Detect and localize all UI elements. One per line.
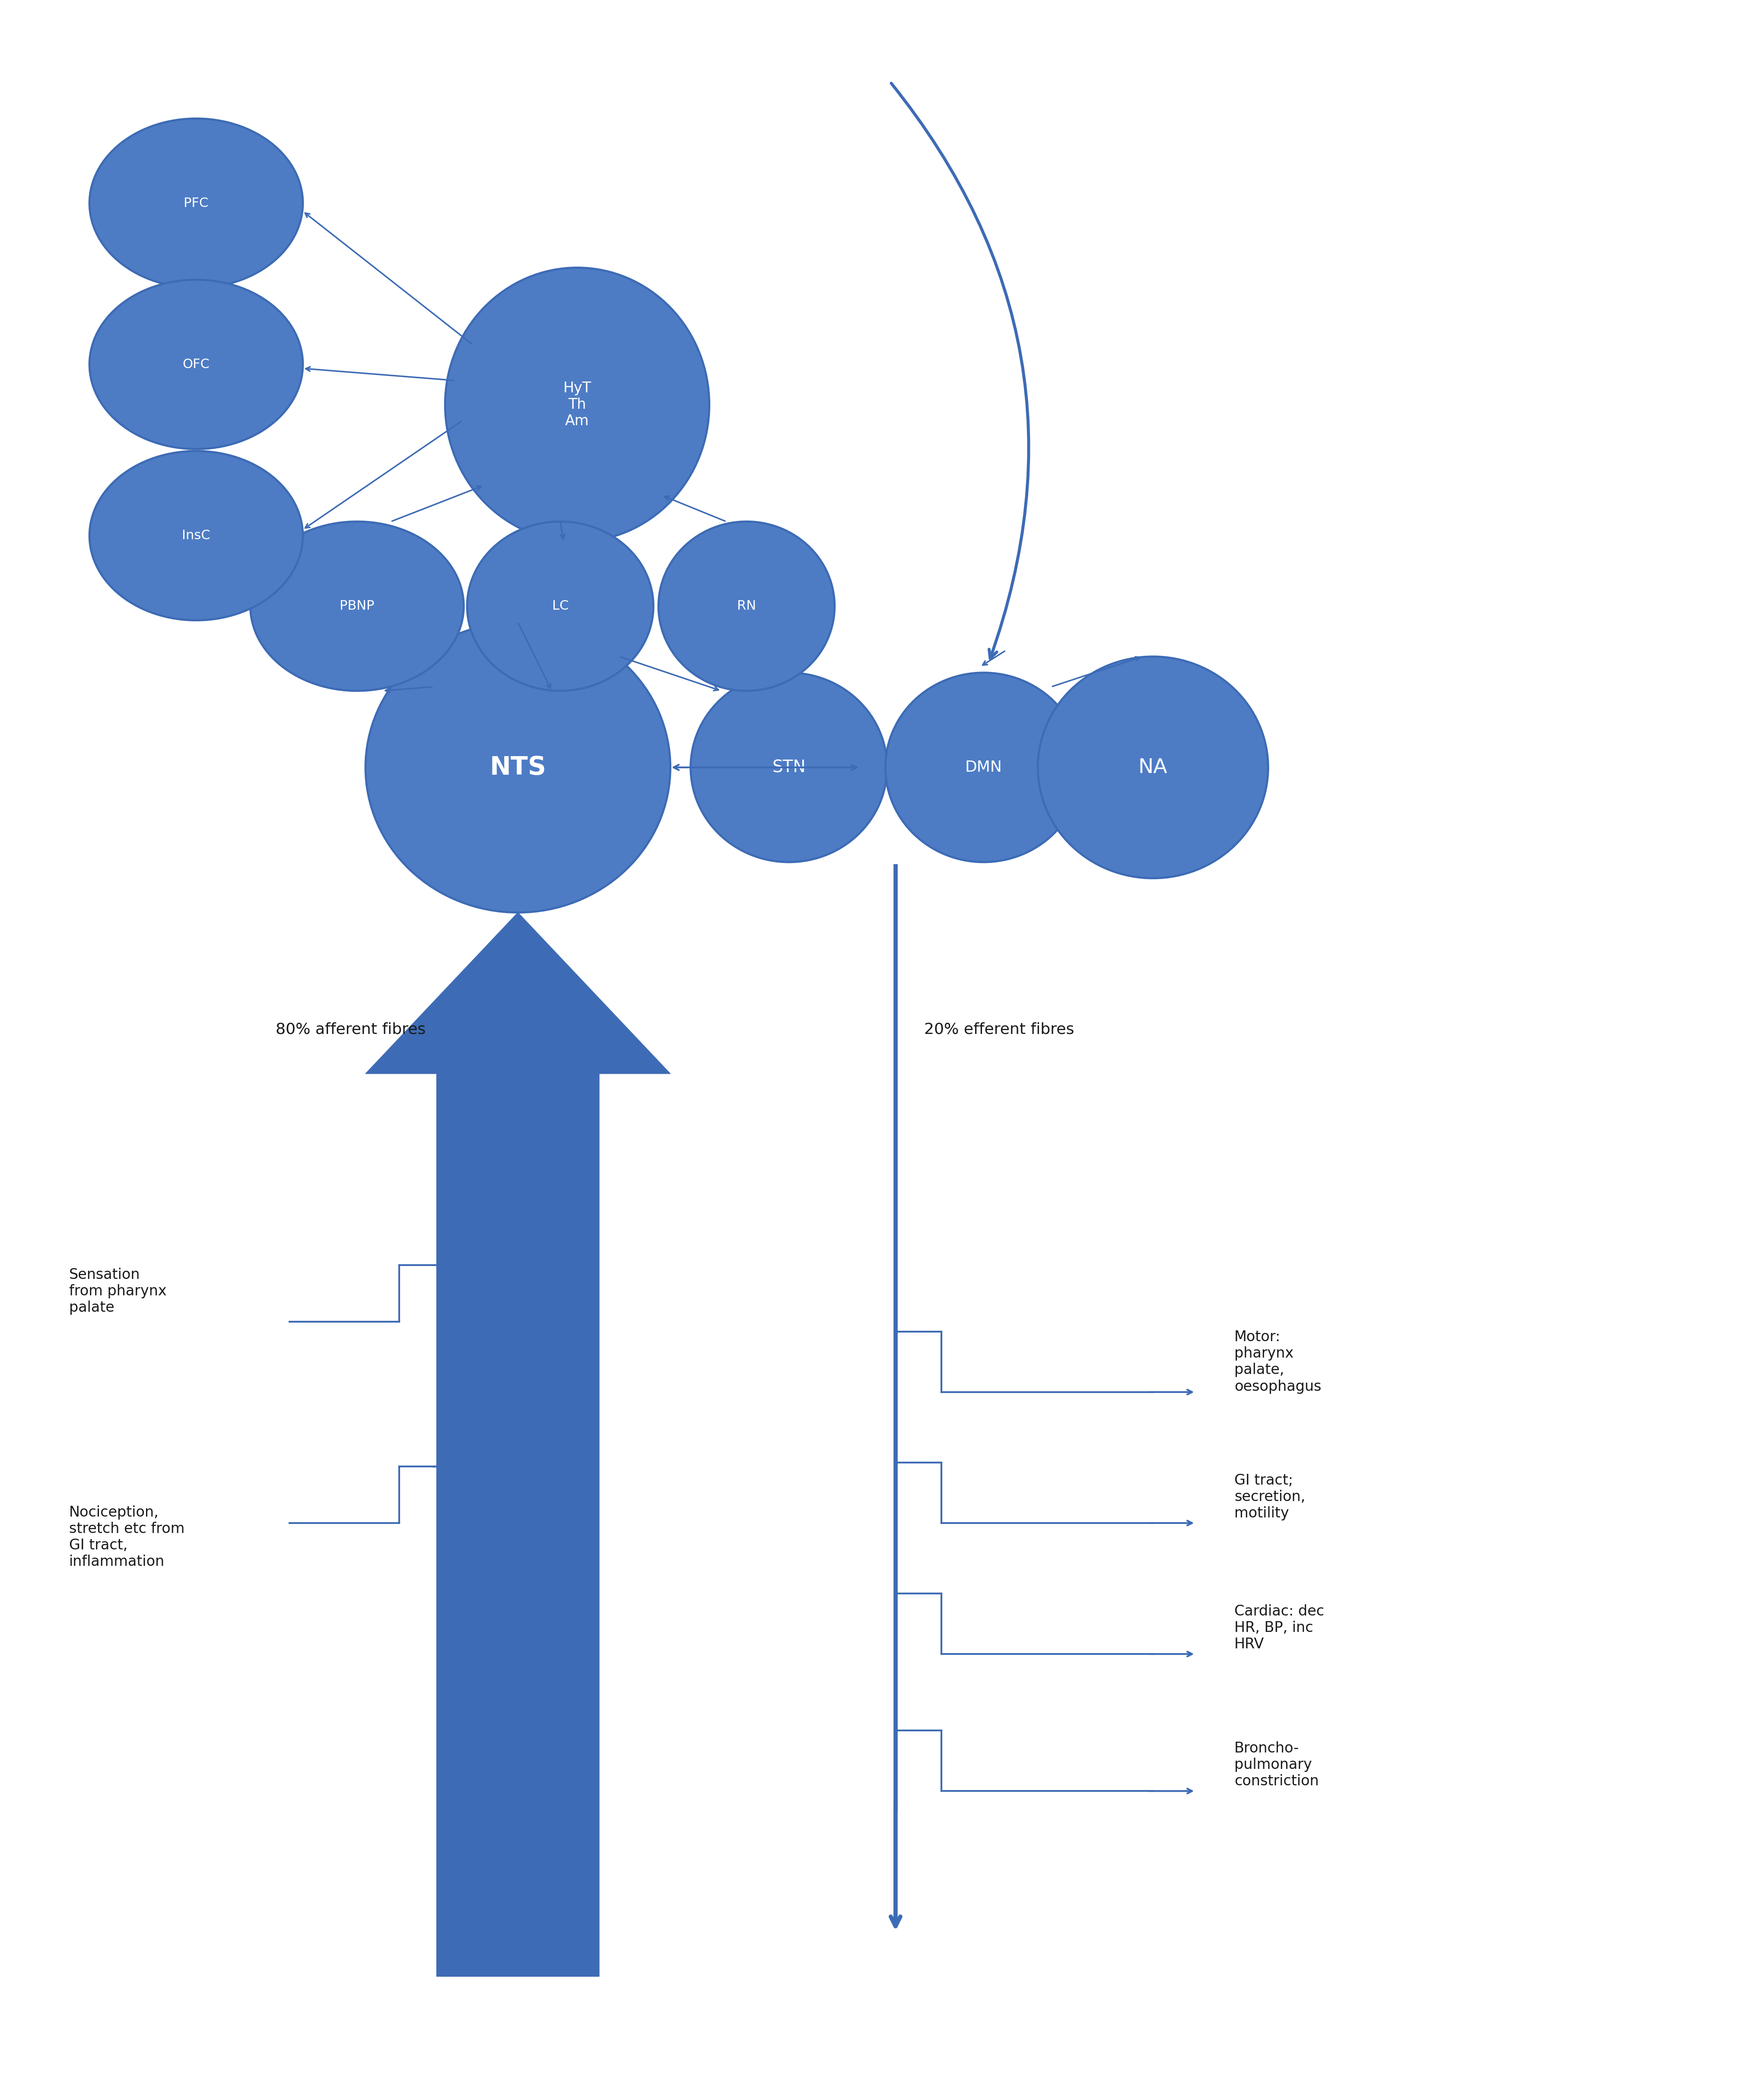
- Text: LC: LC: [552, 600, 568, 613]
- Text: HyT
Th
Am: HyT Th Am: [563, 382, 591, 428]
- Ellipse shape: [445, 269, 709, 542]
- Ellipse shape: [886, 672, 1081, 863]
- Text: Sensation
from pharynx
palate: Sensation from pharynx palate: [69, 1268, 166, 1314]
- Text: PBNP: PBNP: [340, 600, 374, 613]
- Text: PFC: PFC: [183, 197, 208, 210]
- Text: NA: NA: [1138, 758, 1168, 777]
- Ellipse shape: [658, 521, 834, 691]
- Ellipse shape: [691, 672, 887, 863]
- Ellipse shape: [467, 521, 653, 691]
- Text: OFC: OFC: [183, 359, 210, 372]
- Text: DMN: DMN: [965, 760, 1002, 775]
- Text: InsC: InsC: [182, 529, 210, 542]
- Text: Cardiac: dec
HR, BP, inc
HRV: Cardiac: dec HR, BP, inc HRV: [1235, 1604, 1325, 1652]
- Text: NTS: NTS: [490, 756, 547, 779]
- Ellipse shape: [1037, 657, 1268, 877]
- Ellipse shape: [90, 451, 303, 621]
- Text: GI tract;
secretion,
motility: GI tract; secretion, motility: [1235, 1473, 1305, 1520]
- Text: 20% efferent fibres: 20% efferent fibres: [924, 1022, 1074, 1037]
- Ellipse shape: [90, 279, 303, 449]
- Text: STN: STN: [773, 760, 806, 777]
- Ellipse shape: [365, 621, 670, 913]
- Text: Motor:
pharynx
palate,
oesophagus: Motor: pharynx palate, oesophagus: [1235, 1331, 1321, 1394]
- Text: RN: RN: [737, 600, 757, 613]
- Text: Broncho-
pulmonary
constriction: Broncho- pulmonary constriction: [1235, 1742, 1319, 1788]
- Ellipse shape: [90, 118, 303, 288]
- Ellipse shape: [250, 521, 464, 691]
- Text: 80% afferent fibres: 80% afferent fibres: [275, 1022, 425, 1037]
- Text: Nociception,
stretch etc from
GI tract,
inflammation: Nociception, stretch etc from GI tract, …: [69, 1505, 185, 1570]
- Polygon shape: [365, 913, 670, 1977]
